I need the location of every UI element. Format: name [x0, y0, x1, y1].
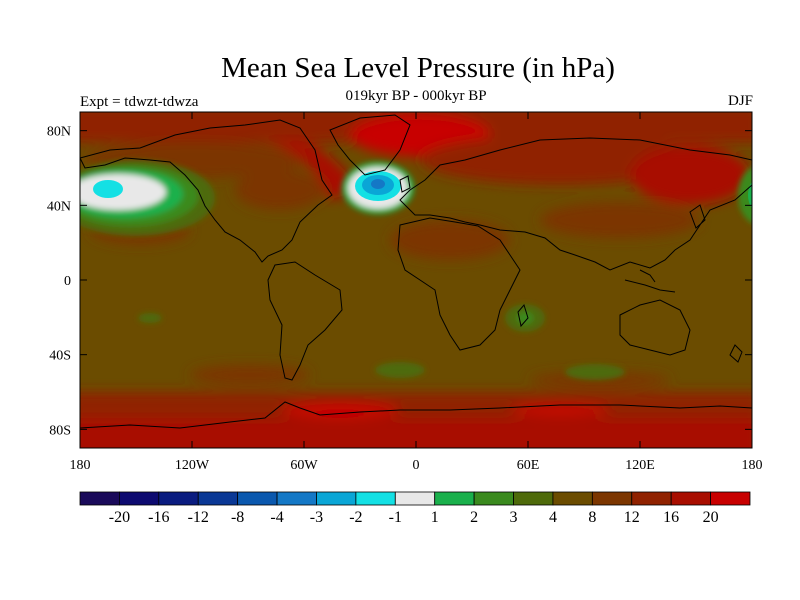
colorbar-swatch — [276, 491, 317, 506]
colorbar-swatch — [237, 491, 278, 506]
colorbar-label: -16 — [148, 509, 169, 526]
x-axis: 180 120W 60W 0 60E 120E 180 — [70, 112, 763, 473]
colorbar-swatch — [197, 491, 239, 506]
north-pacific-low — [80, 160, 752, 236]
y-tick-label: 0 — [64, 274, 71, 289]
y-tick-label: 80S — [49, 423, 71, 438]
x-tick-label: 120W — [175, 458, 210, 473]
colorbar-swatch — [316, 491, 357, 506]
colorbar-label: -1 — [389, 509, 402, 526]
colorbar-swatch — [158, 491, 199, 506]
colorbar-swatch — [670, 491, 711, 506]
chart-subtitle: 019kyr BP - 000kyr BP — [345, 88, 487, 104]
colorbar-label: -4 — [270, 509, 283, 526]
colorbar-label: 16 — [663, 509, 679, 526]
colorbar-label: 20 — [703, 509, 719, 526]
x-tick-label: 120E — [625, 458, 655, 473]
colorbar-label: 3 — [510, 509, 518, 526]
colorbar-label: -2 — [349, 509, 362, 526]
coastlines — [80, 114, 752, 429]
north-atlantic-low — [342, 162, 414, 214]
y-tick-label: 40S — [49, 349, 71, 364]
colorbar-label: 1 — [431, 509, 439, 526]
x-tick-label: 180 — [70, 458, 91, 473]
colorbar-label: -20 — [109, 509, 130, 526]
y-tick-label: 40N — [47, 199, 71, 214]
colorbar-label: 8 — [588, 509, 596, 526]
colorbar-swatch — [591, 491, 633, 506]
x-tick-label: 60W — [290, 458, 318, 473]
colorbar-swatch — [473, 491, 514, 506]
colorbar-label: 12 — [624, 509, 640, 526]
season-label: DJF — [727, 93, 753, 109]
colorbar-swatch — [552, 491, 593, 506]
colorbar-swatch — [355, 491, 396, 506]
colorbar-swatch — [710, 491, 751, 506]
colorbar: -20 -16 -12 -8 -4 -3 -2 -1 1 2 3 4 8 12 16 20 — [79, 491, 751, 526]
colorbar-label: -12 — [188, 509, 209, 526]
colorbar-label: 4 — [549, 509, 557, 526]
colorbar-swatch — [394, 491, 436, 506]
x-tick-label: 60E — [517, 458, 540, 473]
experiment-label: Expt = tdwzt-tdwza — [80, 94, 199, 110]
colorbar-swatch — [434, 491, 475, 506]
y-axis: 80N 40N 0 40S 80S — [47, 125, 752, 438]
colorbar-swatch — [513, 491, 554, 506]
minor-lows — [138, 304, 625, 380]
colorbar-swatch — [119, 491, 160, 506]
map-field — [80, 112, 752, 448]
y-tick-label: 80N — [47, 125, 71, 140]
colorbar-swatch — [79, 491, 120, 506]
colorbar-label: -3 — [310, 509, 323, 526]
colorbar-label: 2 — [470, 509, 478, 526]
colorbar-label: -8 — [231, 509, 244, 526]
chart-title: Mean Sea Level Pressure (in hPa) — [221, 52, 615, 84]
x-tick-label: 180 — [742, 458, 763, 473]
colorbar-swatch — [631, 491, 672, 506]
x-tick-label: 0 — [413, 458, 420, 473]
